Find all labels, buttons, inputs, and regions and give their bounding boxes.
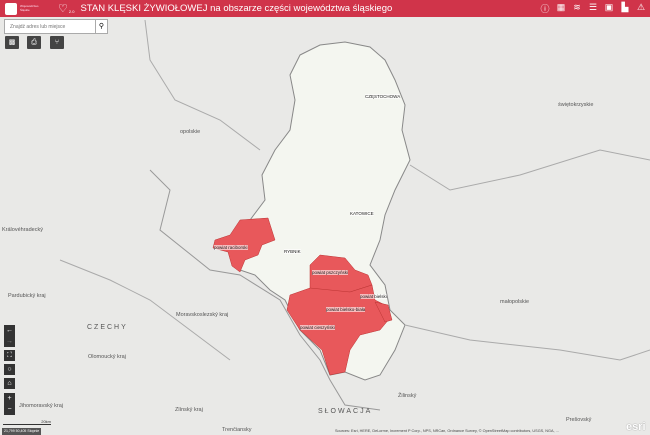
- print-icon[interactable]: ⎙: [27, 36, 41, 49]
- coat-of-arms-logo: [5, 2, 17, 15]
- zoom-out-icon[interactable]: −: [4, 404, 15, 415]
- country-label: SŁOWACJA: [318, 408, 373, 415]
- region-label: Královéhradecký: [2, 227, 43, 233]
- coordinates-readout: 21,799 50,405 Stopnie: [2, 428, 42, 435]
- region-label: małopolskie: [500, 299, 530, 305]
- region-label: świętokrzyskie: [558, 102, 594, 108]
- region-label: opolskie: [180, 129, 201, 135]
- region-border: [404, 324, 650, 361]
- print-icon[interactable]: ▣: [604, 2, 614, 12]
- bookmark-icon[interactable]: ▙: [621, 2, 629, 12]
- scale-label: 20km: [41, 419, 51, 424]
- basemap-gallery-icon[interactable]: ▦: [556, 2, 566, 12]
- legend-icon[interactable]: ☰: [588, 2, 598, 12]
- city-label: RYBNIK: [284, 249, 301, 254]
- esri-logo: esri: [626, 421, 646, 433]
- app-title: STAN KLĘSKI ŻYWIOŁOWEJ na obszarze częśc…: [80, 3, 393, 14]
- county-label: powiat raciborski: [214, 245, 248, 250]
- region-border: [59, 259, 231, 361]
- forward-icon[interactable]: →: [4, 336, 15, 347]
- search-icon[interactable]: ⚲: [95, 20, 107, 33]
- region-label: Jihomoravský kraj: [19, 403, 64, 409]
- app-version: 2.0: [68, 9, 75, 14]
- region-label: Zlínský kraj: [175, 407, 203, 413]
- locate-icon[interactable]: ○: [4, 364, 15, 375]
- search-input[interactable]: [5, 20, 95, 33]
- region-label: Pardubický kraj: [8, 293, 46, 299]
- region-border: [144, 19, 261, 151]
- attribution: Sources: Esri, HERE, DeLorme, Increment …: [335, 429, 559, 433]
- map-view[interactable]: opolskie świętokrzyskie małopolskie Mora…: [0, 17, 650, 435]
- logo-text: Województwo Śląskie: [20, 4, 39, 12]
- zoom-in-icon[interactable]: +: [4, 393, 15, 404]
- county-label: powiat pszczyński: [312, 270, 349, 275]
- country-border: [149, 169, 381, 411]
- county-label: powiat bielsko-biała: [326, 307, 366, 312]
- region-label: Trenčiansky: [222, 427, 252, 433]
- country-label: CZECHY: [87, 324, 128, 331]
- app-logo-icon: ♡: [58, 3, 68, 15]
- back-icon[interactable]: ←: [4, 325, 15, 336]
- fullscreen-icon[interactable]: ⛶: [4, 350, 15, 361]
- search-box: ⚲: [4, 19, 108, 34]
- region-label: Žilinský: [398, 393, 417, 399]
- region-label: Moravskoslezský kraj: [176, 312, 229, 318]
- region-label: Prešovský: [566, 417, 592, 423]
- qr-code-icon[interactable]: ▩: [5, 36, 19, 49]
- warning-icon[interactable]: ⚠: [636, 2, 646, 12]
- county-bielsko-biala: [374, 301, 393, 323]
- share-icon[interactable]: ⑂: [50, 36, 64, 49]
- info-icon[interactable]: ⓘ: [540, 4, 550, 14]
- county-label: powiat cieszyński: [300, 325, 335, 330]
- city-label: CZĘSTOCHOWA: [365, 94, 401, 99]
- region-label: Olomoucký kraj: [88, 354, 126, 360]
- app-header: Województwo Śląskie ♡ 2.0 STAN KLĘSKI ŻYW…: [0, 0, 650, 17]
- home-icon[interactable]: ⌂: [4, 378, 15, 389]
- scale-bar: 20km: [3, 419, 51, 425]
- layers-icon[interactable]: ≋: [573, 2, 581, 12]
- county-label: powiat bielski: [360, 294, 387, 299]
- city-label: KATOWICE: [350, 211, 374, 216]
- region-border: [409, 149, 650, 191]
